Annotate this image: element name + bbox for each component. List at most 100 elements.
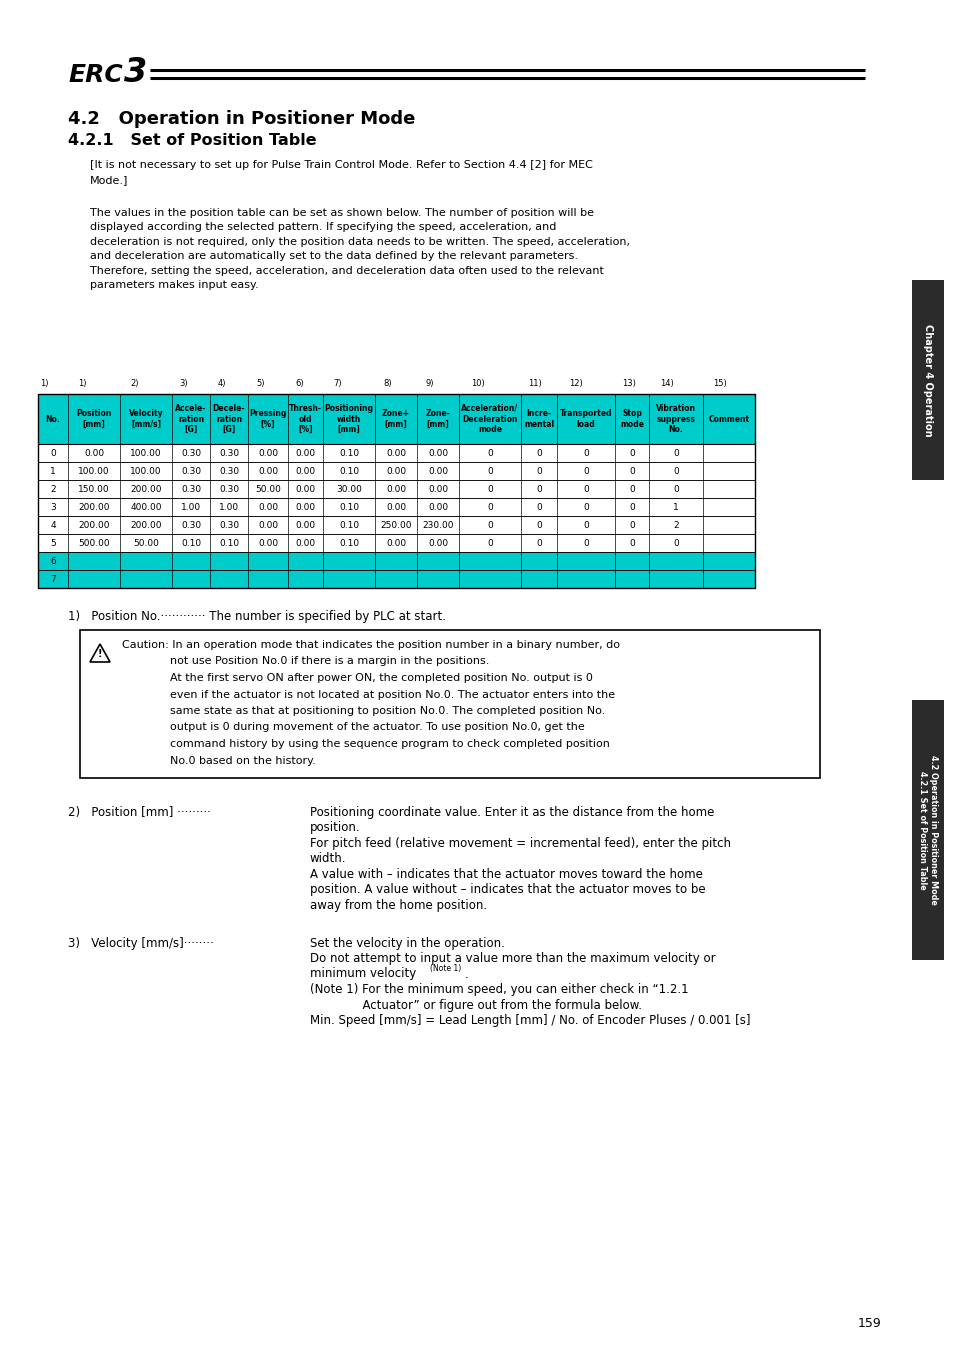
Text: Transported
load: Transported load	[559, 409, 612, 429]
Text: 0: 0	[628, 448, 634, 458]
Text: 0.00: 0.00	[257, 521, 277, 529]
Text: 0.00: 0.00	[386, 467, 406, 475]
Text: 50.00: 50.00	[132, 539, 159, 548]
Text: 0: 0	[487, 467, 493, 475]
Text: 500.00: 500.00	[78, 539, 110, 548]
Text: 0.00: 0.00	[295, 467, 315, 475]
Text: 0.30: 0.30	[218, 485, 239, 494]
Text: 14): 14)	[659, 379, 673, 387]
Text: 5: 5	[51, 539, 56, 548]
Bar	[911, 279, 943, 481]
Text: 230.00: 230.00	[422, 521, 454, 529]
Text: Incre-
mental: Incre- mental	[523, 409, 554, 429]
Text: 0.30: 0.30	[181, 485, 201, 494]
Text: 3): 3)	[179, 379, 188, 387]
Text: 0.00: 0.00	[386, 485, 406, 494]
Text: .: .	[464, 968, 468, 980]
Text: 0: 0	[51, 448, 56, 458]
Text: 0.10: 0.10	[181, 539, 201, 548]
Text: 0: 0	[628, 467, 634, 475]
Text: 0: 0	[673, 485, 679, 494]
Text: 2): 2)	[131, 379, 139, 387]
Text: 150.00: 150.00	[78, 485, 110, 494]
Text: 3: 3	[124, 55, 147, 89]
Text: 12): 12)	[568, 379, 581, 387]
Text: 4): 4)	[217, 379, 226, 387]
Text: 159: 159	[858, 1318, 881, 1330]
Text: 0.00: 0.00	[257, 467, 277, 475]
Text: 0: 0	[582, 502, 588, 512]
Text: Actuator” or figure out from the formula below.: Actuator” or figure out from the formula…	[310, 999, 641, 1011]
Text: 1.00: 1.00	[218, 502, 239, 512]
Text: 6): 6)	[294, 379, 303, 387]
Text: 0.00: 0.00	[428, 467, 448, 475]
Text: 0: 0	[582, 467, 588, 475]
Text: 1: 1	[51, 467, 56, 475]
Text: Decele-
ration
[G]: Decele- ration [G]	[213, 404, 245, 435]
Text: 100.00: 100.00	[130, 448, 162, 458]
Bar	[38, 552, 754, 570]
Text: Acceleration/
Deceleration
mode: Acceleration/ Deceleration mode	[461, 404, 518, 435]
Text: 0.00: 0.00	[428, 502, 448, 512]
Text: Positioning
width
[mm]: Positioning width [mm]	[324, 404, 374, 435]
Text: 1: 1	[673, 502, 679, 512]
Text: 0: 0	[582, 521, 588, 529]
Text: 200.00: 200.00	[78, 502, 110, 512]
Text: 0: 0	[582, 539, 588, 548]
Text: Caution: In an operation mode that indicates the position number in a binary num: Caution: In an operation mode that indic…	[122, 640, 619, 649]
Text: 0.10: 0.10	[338, 467, 358, 475]
Text: 0.00: 0.00	[295, 502, 315, 512]
Text: width.: width.	[310, 852, 346, 865]
Text: The values in the position table can be set as shown below. The number of positi: The values in the position table can be …	[90, 208, 629, 290]
Text: 0: 0	[487, 485, 493, 494]
Text: 15): 15)	[713, 379, 726, 387]
Text: !: !	[97, 649, 102, 659]
Text: output is 0 during movement of the actuator. To use position No.0, get the: output is 0 during movement of the actua…	[170, 722, 584, 733]
Text: Do not attempt to input a value more than the maximum velocity or: Do not attempt to input a value more tha…	[310, 952, 715, 965]
Text: 0: 0	[628, 485, 634, 494]
Bar	[38, 444, 754, 462]
Text: 0: 0	[536, 467, 541, 475]
Text: 1): 1)	[40, 379, 49, 387]
Bar	[38, 570, 754, 589]
Text: 200.00: 200.00	[131, 485, 162, 494]
Text: 0.10: 0.10	[338, 539, 358, 548]
Text: 0.00: 0.00	[84, 448, 104, 458]
Bar	[38, 516, 754, 535]
Text: 0.30: 0.30	[181, 467, 201, 475]
Text: At the first servo ON after power ON, the completed position No. output is 0: At the first servo ON after power ON, th…	[170, 674, 592, 683]
Text: Comment: Comment	[708, 414, 749, 424]
Text: 5): 5)	[255, 379, 264, 387]
Bar	[38, 394, 754, 444]
Text: 0.30: 0.30	[181, 521, 201, 529]
Text: 0.10: 0.10	[218, 539, 239, 548]
Text: 1)   Position No.············ The number is specified by PLC at start.: 1) Position No.············ The number i…	[68, 610, 446, 622]
Text: 0.00: 0.00	[428, 485, 448, 494]
Text: 1): 1)	[78, 379, 87, 387]
Text: 7): 7)	[333, 379, 342, 387]
Text: 2: 2	[673, 521, 679, 529]
Text: 30.00: 30.00	[335, 485, 361, 494]
Text: 0.00: 0.00	[295, 539, 315, 548]
Text: 200.00: 200.00	[131, 521, 162, 529]
Text: Pressing
[%]: Pressing [%]	[249, 409, 287, 429]
Text: 6: 6	[51, 556, 56, 566]
Text: Position
[mm]: Position [mm]	[76, 409, 112, 429]
Text: 0.30: 0.30	[181, 448, 201, 458]
Text: 0.00: 0.00	[257, 539, 277, 548]
Text: 0: 0	[536, 521, 541, 529]
Text: Positioning coordinate value. Enter it as the distance from the home: Positioning coordinate value. Enter it a…	[310, 806, 714, 819]
Text: Chapter 4 Operation: Chapter 4 Operation	[923, 324, 932, 436]
Text: 0: 0	[536, 485, 541, 494]
Text: Velocity
[mm/s]: Velocity [mm/s]	[129, 409, 163, 429]
Text: 9): 9)	[425, 379, 434, 387]
Text: 2: 2	[51, 485, 56, 494]
Text: Thresh-
old
[%]: Thresh- old [%]	[289, 404, 322, 435]
Text: 13): 13)	[621, 379, 635, 387]
Bar	[38, 394, 754, 589]
Text: 0.10: 0.10	[338, 521, 358, 529]
Text: same state as that at positioning to position No.0. The completed position No.: same state as that at positioning to pos…	[170, 706, 604, 716]
Text: 3: 3	[51, 502, 56, 512]
Text: 0: 0	[536, 448, 541, 458]
Text: 0.00: 0.00	[386, 539, 406, 548]
